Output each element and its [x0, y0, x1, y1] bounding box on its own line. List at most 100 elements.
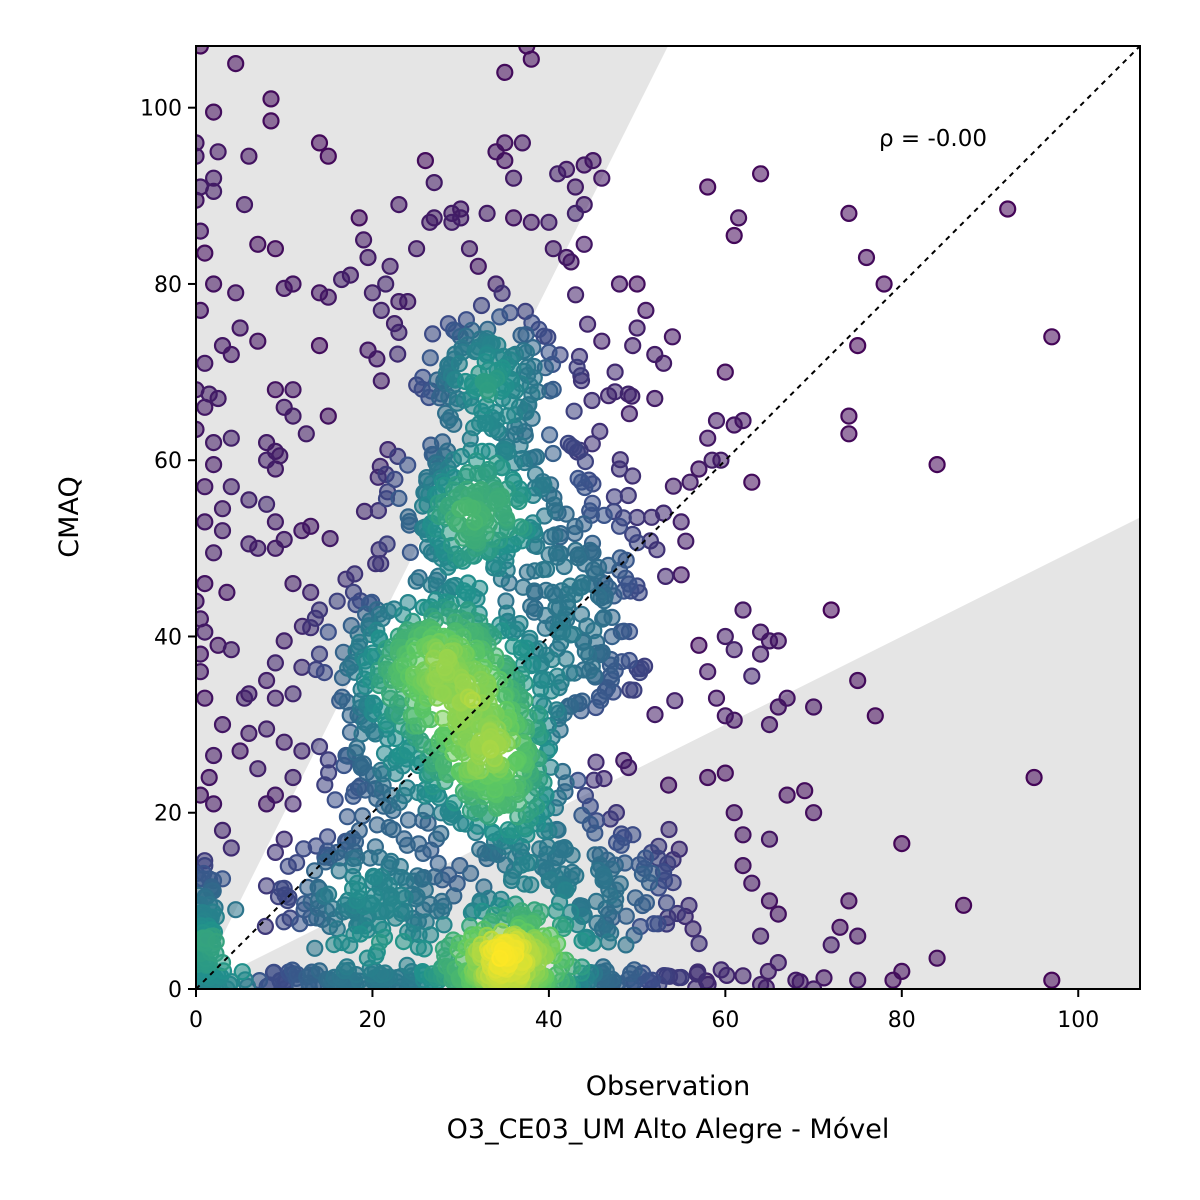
scatter-point — [425, 209, 443, 227]
scatter-point — [443, 213, 461, 231]
scatter-point — [321, 529, 339, 548]
scatter-point — [258, 495, 276, 513]
scatter-point — [359, 248, 377, 267]
scatter-point — [213, 821, 232, 840]
scatter-point — [601, 656, 620, 674]
scatter-point — [569, 549, 587, 567]
scatter-point — [928, 949, 946, 967]
scatter-point — [346, 565, 364, 583]
scatter-point — [602, 671, 621, 689]
scatter-point — [543, 583, 562, 602]
scatter-point — [617, 936, 635, 954]
scatter-point — [866, 707, 884, 725]
scatter-point — [205, 544, 223, 562]
scatter-point — [466, 513, 484, 531]
scatter-point — [266, 689, 284, 707]
scatter-point — [264, 963, 283, 982]
scatter-point — [566, 286, 585, 304]
scatter-point — [1025, 768, 1043, 787]
scatter-point — [518, 854, 536, 872]
scatter-point — [716, 627, 734, 646]
scatter-point — [421, 349, 439, 367]
scatter-point — [504, 637, 522, 655]
scatter-point — [399, 293, 417, 311]
scatter-point — [355, 231, 373, 249]
scatter-point — [333, 270, 351, 289]
scatter-point — [657, 894, 676, 912]
scatter-point — [699, 768, 717, 787]
scatter-point — [690, 460, 708, 478]
scatter-point — [522, 597, 540, 616]
scatter-point — [416, 152, 434, 170]
scatter-point — [338, 808, 356, 826]
scatter-point — [778, 689, 796, 707]
scatter-point — [893, 834, 911, 853]
scatter-point — [729, 209, 748, 227]
scatter-point — [1043, 328, 1061, 346]
scatter-point — [549, 165, 567, 183]
scatter-point — [605, 488, 624, 506]
scatter-point — [383, 895, 402, 913]
scatter-point — [712, 961, 730, 979]
scatter-point — [279, 857, 297, 875]
scatter-point — [840, 892, 858, 910]
scatter-point — [623, 467, 642, 485]
scatter-point — [559, 434, 577, 452]
scatter-point — [689, 963, 707, 981]
scatter-point — [310, 737, 329, 756]
y-tick-label: 60 — [154, 449, 182, 474]
scatter-point — [703, 451, 721, 469]
scatter-point — [488, 490, 507, 508]
x-tick-label: 20 — [358, 1008, 386, 1033]
scatter-point — [645, 915, 663, 933]
scatter-point — [690, 934, 708, 953]
scatter-point — [350, 209, 368, 227]
scatter-point — [390, 489, 408, 507]
scatter-point — [196, 244, 214, 262]
scatter-point — [734, 826, 752, 844]
scatter-point — [804, 804, 823, 822]
scatter-point — [196, 222, 209, 240]
scatter-point — [200, 385, 218, 403]
scatter-point — [348, 739, 366, 757]
scatter-point — [435, 659, 454, 677]
scatter-point — [398, 742, 416, 760]
scatter-point — [275, 530, 293, 549]
scatter-point — [196, 623, 214, 641]
scatter-point — [205, 746, 223, 765]
x-tick-label: 60 — [711, 1008, 739, 1033]
scatter-point — [760, 715, 779, 734]
scatter-point — [857, 248, 876, 267]
scatter-point — [354, 755, 372, 773]
scatter-point — [471, 840, 489, 858]
scatter-point — [240, 491, 258, 509]
scatter-point — [589, 587, 608, 605]
scatter-point — [699, 429, 717, 447]
scatter-point — [656, 567, 675, 586]
scatter-point — [893, 962, 911, 981]
scatter-point — [610, 517, 629, 535]
scatter-point — [196, 786, 209, 804]
scatter-point — [262, 90, 280, 108]
scatter-point — [350, 881, 368, 899]
x-axis-sublabel: O3_CE03_UM Alto Alegre - Móvel — [447, 1114, 890, 1145]
scatter-point — [804, 698, 823, 716]
scatter-point — [822, 936, 840, 954]
scatter-point — [591, 422, 609, 440]
scatter-point — [249, 760, 267, 778]
scatter-point — [433, 902, 451, 920]
scatter-point — [672, 513, 690, 531]
scatter-point — [453, 448, 471, 466]
scatter-point — [699, 178, 717, 196]
scatter-point — [372, 372, 390, 390]
scatter-point — [320, 885, 338, 903]
scatter-point — [769, 905, 787, 923]
scatter-point — [284, 381, 302, 399]
scatter-point — [262, 112, 280, 130]
scatter-point — [734, 856, 752, 875]
scatter-point — [663, 328, 682, 346]
scatter-point — [266, 240, 284, 258]
scatter-point — [575, 156, 593, 174]
scatter-point — [196, 478, 214, 496]
scatter-point — [408, 240, 426, 258]
